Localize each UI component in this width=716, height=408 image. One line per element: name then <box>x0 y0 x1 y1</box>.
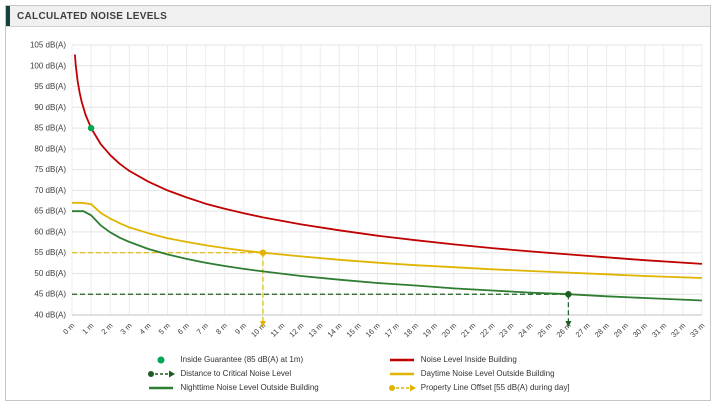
marker-inside-guarantee-85-db-a-at-1m <box>87 124 95 132</box>
svg-text:80 dB(A): 80 dB(A) <box>34 144 66 153</box>
legend-item-noise-inside: Noise Level Inside Building <box>387 353 570 366</box>
svg-text:15 m: 15 m <box>345 321 363 339</box>
svg-text:90 dB(A): 90 dB(A) <box>34 103 66 112</box>
svg-text:30 m: 30 m <box>631 321 649 339</box>
svg-text:65 dB(A): 65 dB(A) <box>34 207 66 216</box>
svg-text:27 m: 27 m <box>574 321 592 339</box>
svg-text:19 m: 19 m <box>421 321 439 339</box>
svg-text:32 m: 32 m <box>669 321 687 339</box>
svg-text:0 m: 0 m <box>61 321 76 336</box>
legend-label: Daytime Noise Level Outside Building <box>420 369 555 378</box>
svg-text:6 m: 6 m <box>176 321 191 336</box>
svg-text:100 dB(A): 100 dB(A) <box>30 61 66 70</box>
svg-text:85 dB(A): 85 dB(A) <box>34 124 66 133</box>
svg-text:17 m: 17 m <box>383 321 401 339</box>
svg-text:10 m: 10 m <box>249 321 267 339</box>
svg-text:1 m: 1 m <box>80 321 95 336</box>
svg-text:23 m: 23 m <box>497 321 515 339</box>
legend-dot-icon <box>146 355 176 365</box>
legend-label: Inside Guarantee (85 dB(A) at 1m) <box>180 355 304 364</box>
noise-report-panel: CALCULATED NOISE LEVELS 40 dB(A) 45 dB(A)… <box>5 5 711 401</box>
svg-text:105 dB(A): 105 dB(A) <box>30 41 66 50</box>
svg-text:29 m: 29 m <box>612 321 630 339</box>
svg-text:12 m: 12 m <box>287 321 305 339</box>
series-noise-level-inside-building <box>74 54 703 265</box>
svg-text:50 dB(A): 50 dB(A) <box>34 269 66 278</box>
legend-label: Noise Level Inside Building <box>420 355 517 364</box>
header-accent-bar <box>6 6 10 26</box>
legend-line-icon <box>387 355 417 365</box>
legend-item-nighttime-outside: Nighttime Noise Level Outside Building <box>146 381 319 394</box>
svg-text:8 m: 8 m <box>214 321 229 336</box>
legend-label: Nighttime Noise Level Outside Building <box>180 383 319 392</box>
svg-text:20 m: 20 m <box>440 321 458 339</box>
svg-text:60 dB(A): 60 dB(A) <box>34 227 66 236</box>
series-daytime-noise-level-outside-building <box>72 201 703 279</box>
svg-text:22 m: 22 m <box>478 321 496 339</box>
svg-text:33 m: 33 m <box>688 321 706 339</box>
legend: Inside Guarantee (85 dB(A) at 1m) Noise … <box>6 351 710 394</box>
guide-arrow-property-line-offset-55-db-a-during-day <box>259 321 266 327</box>
svg-text:55 dB(A): 55 dB(A) <box>34 248 66 257</box>
svg-text:25 m: 25 m <box>536 321 554 339</box>
svg-text:16 m: 16 m <box>364 321 382 339</box>
chart-area: 40 dB(A) 45 dB(A) 50 dB(A) 55 dB(A) 60 dB(A)… <box>6 27 710 351</box>
legend-line-icon <box>146 383 176 393</box>
svg-text:13 m: 13 m <box>306 321 324 339</box>
svg-text:11 m: 11 m <box>269 321 287 339</box>
svg-text:5 m: 5 m <box>157 321 172 336</box>
panel-header: CALCULATED NOISE LEVELS <box>6 6 710 27</box>
legend-line-icon <box>387 369 417 379</box>
legend-item-property-line-offset: Property Line Offset [55 dB(A) during da… <box>387 381 570 394</box>
svg-text:31 m: 31 m <box>650 321 668 339</box>
legend-item-inside-guarantee: Inside Guarantee (85 dB(A) at 1m) <box>146 353 318 366</box>
svg-text:75 dB(A): 75 dB(A) <box>34 165 66 174</box>
svg-text:24 m: 24 m <box>516 321 534 339</box>
guide-arrow-distance-to-critical-noise-level <box>565 321 572 327</box>
svg-text:26 m: 26 m <box>555 321 573 339</box>
noise-level-chart: 40 dB(A) 45 dB(A) 50 dB(A) 55 dB(A) 60 dB(A)… <box>30 41 706 340</box>
svg-text:7 m: 7 m <box>195 321 210 336</box>
svg-text:45 dB(A): 45 dB(A) <box>34 290 66 299</box>
svg-text:28 m: 28 m <box>593 321 611 339</box>
svg-text:21 m: 21 m <box>459 321 477 339</box>
legend-dot-arrow-icon <box>146 369 176 379</box>
marker-distance-to-critical-noise-level <box>565 291 572 298</box>
svg-text:3 m: 3 m <box>118 321 133 336</box>
svg-text:9 m: 9 m <box>233 321 248 336</box>
svg-text:70 dB(A): 70 dB(A) <box>34 186 66 195</box>
legend-item-critical-distance: Distance to Critical Noise Level <box>146 367 318 380</box>
page-title: CALCULATED NOISE LEVELS <box>17 10 168 22</box>
legend-item-daytime-outside: Daytime Noise Level Outside Building <box>387 367 570 380</box>
legend-dot-arrow-icon <box>387 383 417 393</box>
marker-property-line-offset-55-db-a-during-day <box>259 249 267 256</box>
svg-text:2 m: 2 m <box>99 321 114 336</box>
series-nighttime-noise-level-outside-building <box>72 210 703 302</box>
svg-text:14 m: 14 m <box>326 321 344 339</box>
svg-text:4 m: 4 m <box>138 321 153 336</box>
legend-label: Distance to Critical Noise Level <box>180 369 292 378</box>
svg-text:95 dB(A): 95 dB(A) <box>34 82 66 91</box>
svg-text:40 dB(A): 40 dB(A) <box>34 311 66 320</box>
svg-text:18 m: 18 m <box>402 321 420 339</box>
legend-label: Property Line Offset [55 dB(A) during da… <box>420 383 570 392</box>
